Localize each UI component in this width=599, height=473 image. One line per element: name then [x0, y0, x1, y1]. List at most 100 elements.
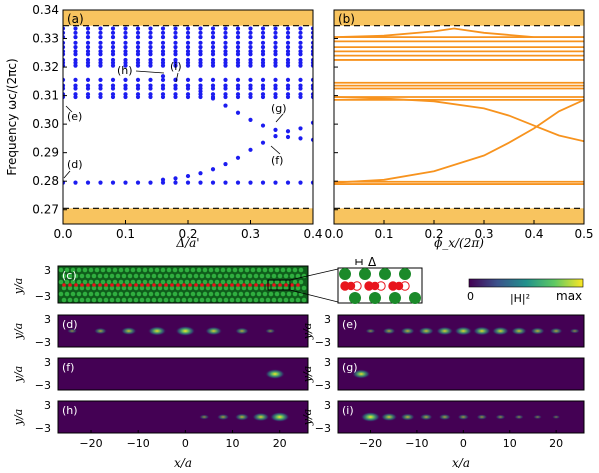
crystal-rod [286, 267, 292, 273]
crystal-rod [76, 279, 82, 285]
data-point [85, 92, 91, 97]
mode-ylabel: y/a [301, 409, 314, 426]
crystal-rod [244, 279, 250, 285]
data-point [98, 30, 103, 35]
data-point [298, 83, 303, 88]
crystal-rod [265, 297, 271, 303]
crystal-rod [289, 285, 295, 291]
data-point [223, 92, 228, 97]
upper-branch-point [198, 89, 203, 94]
data-point [98, 35, 103, 40]
band-region-upper [334, 10, 584, 26]
crystal-rod [97, 285, 103, 291]
data-point [173, 44, 178, 50]
data-point [235, 35, 241, 40]
crystal-rod [70, 267, 76, 273]
crystal-rod [178, 279, 184, 285]
lower-branch-point [285, 134, 291, 140]
crystal-rod [88, 291, 94, 297]
crystal-rod [79, 273, 85, 279]
crystal-rod [277, 297, 283, 303]
mode-panel-tag: (h) [62, 404, 78, 417]
defect-rod [188, 283, 192, 287]
zoom-leader-bottom [289, 289, 339, 303]
data-point [260, 92, 266, 97]
crystal-rod [241, 285, 247, 291]
field-hotspot [552, 414, 561, 420]
panel-c-ytick-bottom: −3 [35, 290, 51, 303]
data-point [110, 30, 116, 35]
data-point [235, 49, 241, 54]
mode-ylabel: y/a [12, 366, 25, 383]
crystal-rod [172, 267, 178, 273]
data-point [298, 180, 303, 185]
inset-defect-rod [394, 281, 404, 291]
crystal-rod [292, 267, 298, 273]
crystal-rod [151, 273, 157, 279]
crystal-rod [154, 267, 160, 273]
crystal-rod [274, 291, 280, 297]
crystal-rod [202, 291, 208, 297]
data-point [260, 40, 266, 45]
data-point [98, 77, 103, 83]
data-point [273, 35, 278, 40]
crystal-rod [268, 279, 274, 285]
crystal-rod [250, 279, 256, 285]
crystal-rod [160, 291, 166, 297]
field-hotspot [472, 326, 491, 336]
data-point [185, 92, 191, 97]
crystal-rod [208, 279, 214, 285]
defect-rod [128, 283, 132, 287]
lower-branch-point [160, 177, 166, 182]
crystal-rod [295, 273, 301, 279]
data-point [173, 180, 178, 185]
defect-rod [224, 283, 228, 287]
defect-rod [140, 283, 144, 287]
crystal-rod [169, 297, 175, 303]
data-point [173, 57, 178, 63]
data-point [135, 83, 141, 88]
data-point [273, 30, 278, 35]
data-point [310, 92, 313, 97]
panel-c-ylabel: y/a [12, 278, 25, 295]
crystal-rod [292, 291, 298, 297]
defect-rod [152, 283, 156, 287]
upper-branch-point [210, 96, 216, 101]
defect-rod [206, 283, 210, 287]
crystal-rod [130, 267, 136, 273]
data-point [135, 30, 141, 35]
data-point [260, 57, 266, 63]
data-point [135, 92, 141, 97]
upper-branch-point [223, 103, 228, 108]
mode-xlabel-right: x/a [452, 456, 470, 470]
defect-rod [242, 283, 246, 287]
mode-panel-d: (d) 3 −3 y/a [12, 313, 309, 349]
crystal-rod [169, 273, 175, 279]
data-point [98, 83, 103, 88]
crystal-rod [118, 267, 124, 273]
defect-rod [290, 283, 294, 287]
crystal-rod [112, 291, 118, 297]
data-point [285, 92, 291, 97]
crystal-rod [238, 279, 244, 285]
data-point [210, 57, 216, 63]
field-hotspot [175, 326, 196, 336]
data-point [73, 57, 78, 63]
data-point [85, 40, 91, 45]
data-point [185, 30, 191, 35]
crystal-rod [82, 279, 88, 285]
mode-ytick-top: 3 [44, 313, 51, 326]
crystal-rod [286, 291, 292, 297]
data-point [160, 35, 166, 40]
crystal-rod [229, 273, 235, 279]
crystal-rod [184, 279, 190, 285]
data-point [110, 26, 116, 31]
crystal-rod [268, 291, 274, 297]
crystal-rod [139, 273, 145, 279]
crystal-rod [106, 291, 112, 297]
data-point [73, 26, 78, 31]
crystal-rod [79, 285, 85, 291]
crystal-rod [205, 273, 211, 279]
data-point [98, 180, 103, 185]
crystal-rod [175, 273, 181, 279]
